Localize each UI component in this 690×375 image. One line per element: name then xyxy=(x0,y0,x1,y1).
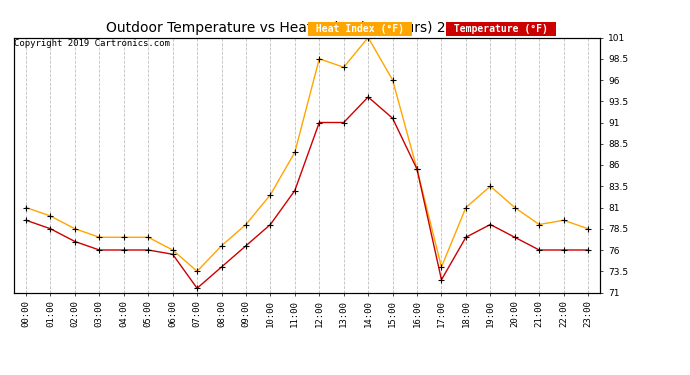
Text: Copyright 2019 Cartronics.com: Copyright 2019 Cartronics.com xyxy=(14,39,170,48)
Title: Outdoor Temperature vs Heat Index (24 Hours) 20190702: Outdoor Temperature vs Heat Index (24 Ho… xyxy=(106,21,508,35)
Text: Heat Index (°F): Heat Index (°F) xyxy=(310,24,411,34)
Text: Temperature (°F): Temperature (°F) xyxy=(448,24,554,34)
